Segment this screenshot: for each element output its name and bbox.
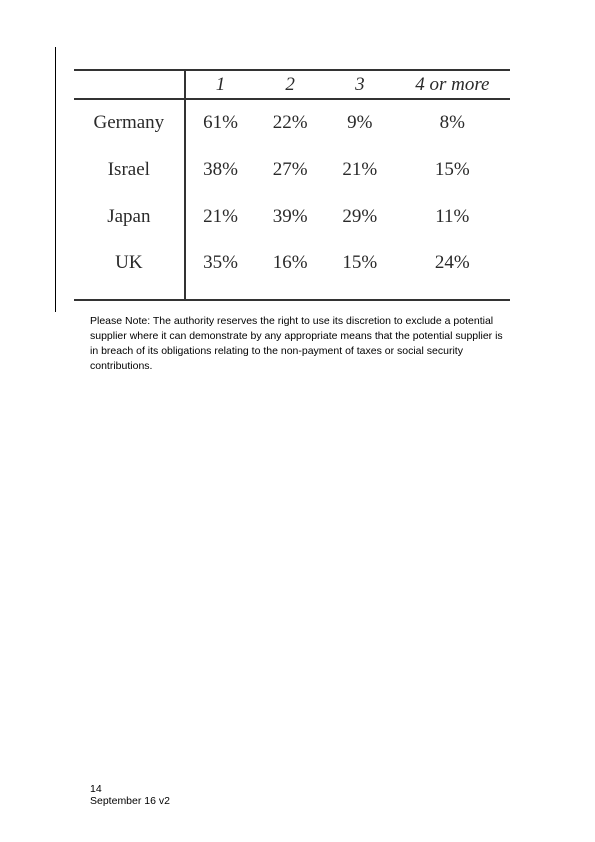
country-cell: Japan: [74, 193, 186, 240]
header-cell-country: [74, 69, 186, 100]
value-cell: 29%: [342, 205, 378, 227]
value-cell: 24%: [394, 240, 510, 301]
value-cell: 8%: [439, 112, 465, 133]
value-cell: 16%: [255, 240, 325, 301]
value-cell: 38%: [203, 158, 238, 180]
value-cell: 27%: [272, 158, 308, 180]
country-cell: Israel: [74, 146, 186, 193]
country-cell: UK: [74, 240, 186, 301]
margin-rule: [55, 47, 56, 312]
header-cell-3: 3: [324, 69, 395, 100]
note-paragraph: Please Note: The authority reserves the …: [90, 315, 503, 372]
value-cell: 21%: [203, 205, 238, 227]
header-cell-2: 2: [255, 69, 325, 100]
value-cell: 9%: [347, 112, 373, 133]
value-cell: 61%: [203, 112, 238, 133]
value-cell: 21%: [342, 158, 378, 180]
value-cell: 15%: [324, 240, 395, 301]
table-row: Germany 61% 22% 9% 8%: [74, 99, 510, 146]
table-row: Israel 38% 27% 21% 15%: [74, 146, 510, 193]
value-cell: 39%: [272, 205, 308, 227]
country-cell: Germany: [74, 99, 186, 146]
data-table: 1 2 3 4 or more Germany 61% 22% 9% 8% Is…: [74, 69, 510, 301]
value-cell: 35%: [184, 240, 256, 301]
value-cell: 15%: [434, 158, 470, 180]
document-version: September 16 v2: [90, 795, 170, 807]
table-image: 1 2 3 4 or more Germany 61% 22% 9% 8% Is…: [74, 69, 510, 301]
page-number: 14: [90, 783, 102, 795]
header-cell-1: 1: [184, 69, 256, 100]
table-header-row: 1 2 3 4 or more: [74, 69, 510, 100]
table-row: UK 35% 16% 15% 24%: [74, 240, 510, 301]
page-footer: 14 September 16 v2: [90, 783, 170, 807]
value-cell: 11%: [435, 205, 470, 227]
value-cell: 22%: [272, 112, 308, 133]
table-row: Japan 21% 39% 29% 11%: [74, 193, 510, 240]
header-cell-4-or-more: 4 or more: [394, 69, 510, 100]
